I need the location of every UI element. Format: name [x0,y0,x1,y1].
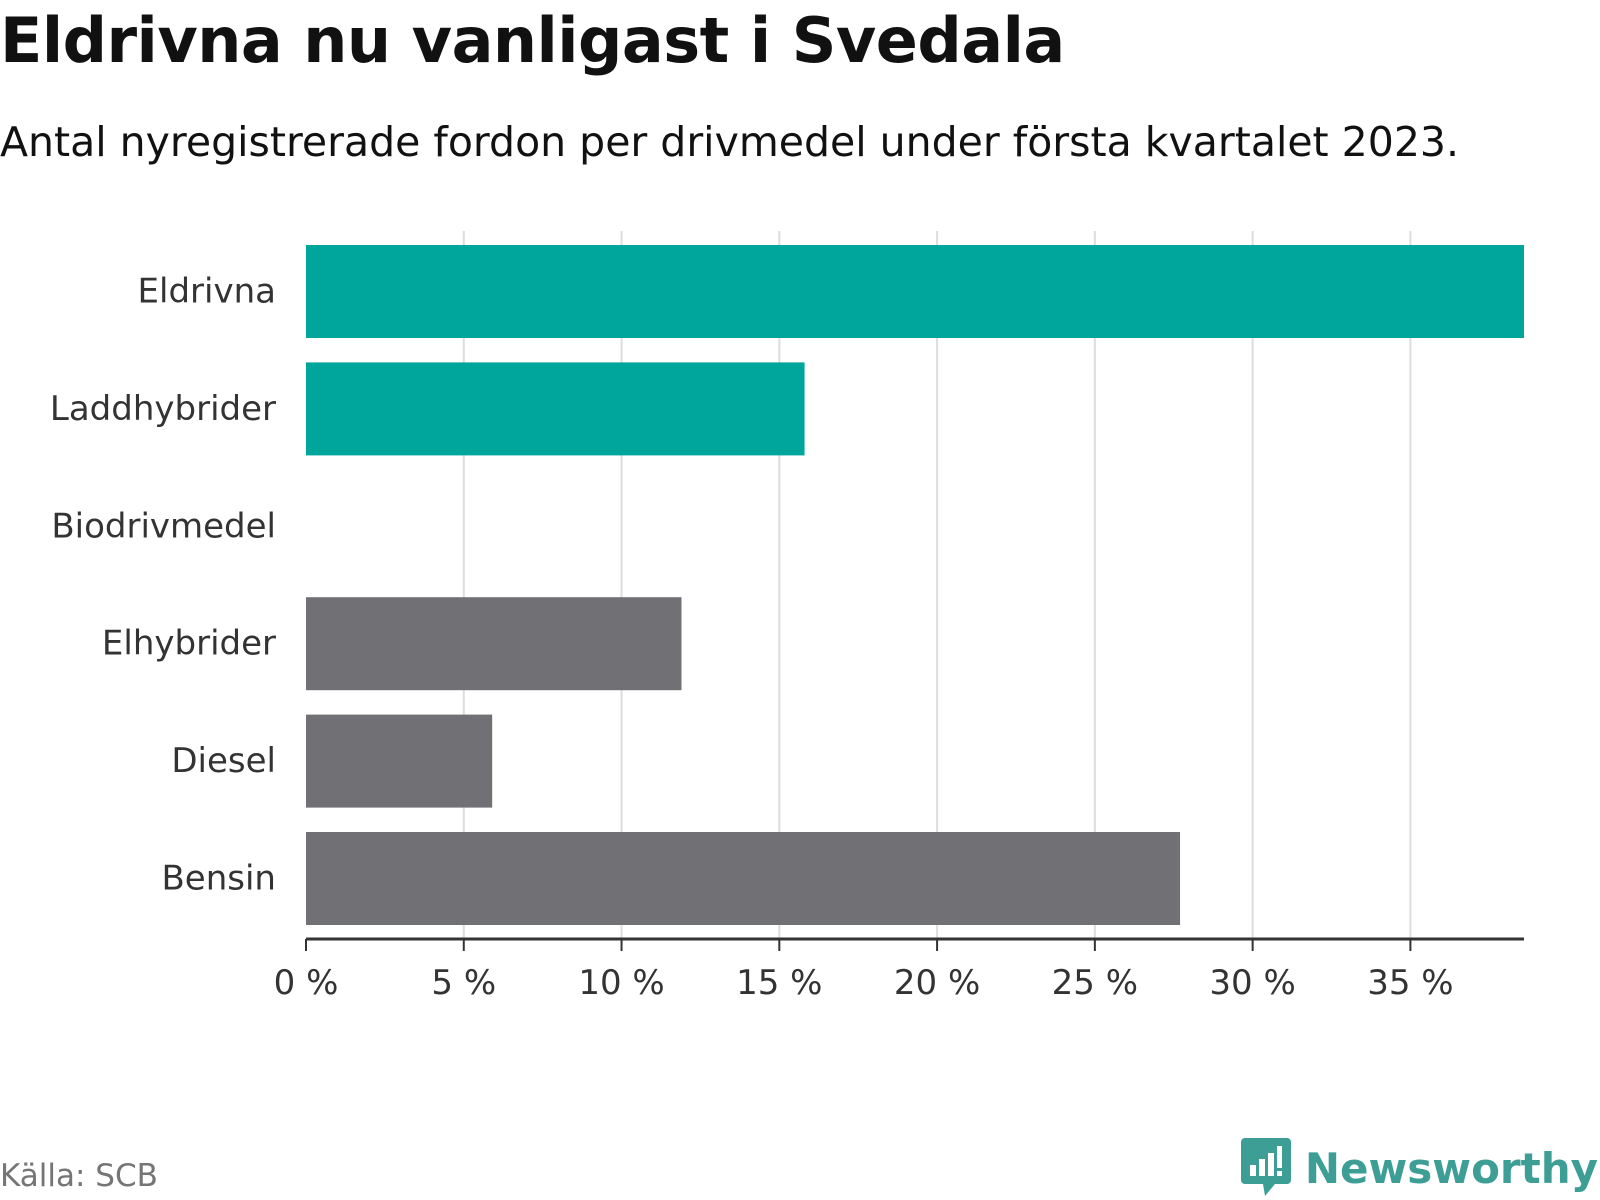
category-label: Eldrivna [138,272,276,312]
x-tick-label: 5 % [431,963,496,1003]
category-label: Bensin [161,859,276,899]
category-label: Laddhybrider [50,389,276,429]
chart-subtitle: Antal nyregistrerade fordon per drivmede… [0,118,1460,166]
brand-logo: Newsworthy [1240,1138,1598,1198]
bar-laddhybrider [306,362,805,456]
chart-title: Eldrivna nu vanligast i Svedala [0,4,1065,77]
bar-eldrivna [306,245,1524,338]
x-tick-label: 0 % [274,963,339,1003]
source-note: Källa: SCB [0,1158,158,1194]
category-label: Diesel [171,741,276,781]
x-tick-label: 30 % [1209,963,1295,1003]
x-tick-label: 15 % [736,963,822,1003]
category-label: Biodrivmedel [51,506,276,546]
brand-name: Newsworthy [1304,1143,1598,1193]
category-label: Elhybrider [102,624,276,664]
bar-elhybrider [306,597,682,691]
x-tick-label: 25 % [1052,963,1138,1003]
bar-diesel [306,714,493,808]
x-tick-label: 20 % [894,963,980,1003]
newsworthy-logo-icon [1240,1138,1291,1198]
x-tick-label: 10 % [578,963,664,1003]
x-tick-label: 35 % [1367,963,1453,1003]
bar-bensin [306,832,1181,925]
